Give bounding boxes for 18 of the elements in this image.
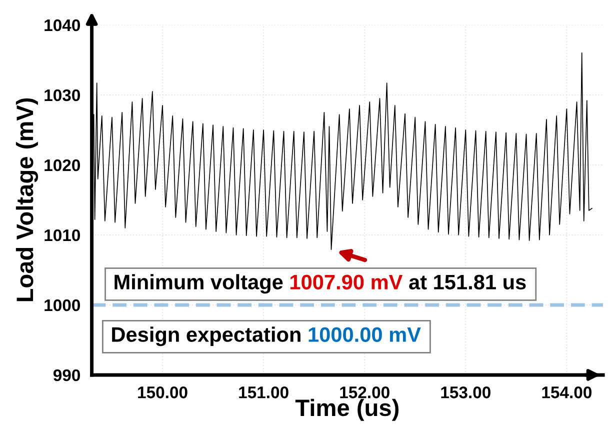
y-tick-label: 1040 xyxy=(44,19,80,32)
y-tick-label: 1030 xyxy=(44,89,80,102)
y-tick-label: 1020 xyxy=(44,159,80,172)
annotation: at 151.81 us xyxy=(409,274,526,290)
x-tick-label: 152.00 xyxy=(340,386,390,398)
y-tick-label: 990 xyxy=(53,369,80,382)
y-tick-label: 1010 xyxy=(44,229,80,242)
x-axis-title: Time (us) xyxy=(295,398,399,421)
annotation: Minimum voltage xyxy=(114,274,283,294)
x-tick-label: 150.00 xyxy=(138,386,188,398)
y-tick-label: 1000 xyxy=(44,299,80,312)
annotation: Design expectation xyxy=(112,326,300,346)
annotation: 1000.00 mV xyxy=(308,327,421,342)
x-tick-label: 153.00 xyxy=(441,386,490,398)
annotation: 1007.90 mV xyxy=(290,274,403,290)
x-tick-label: 151.00 xyxy=(239,386,288,398)
y-axis-title: Load Voltage (mV) xyxy=(16,98,38,302)
x-tick-label: 154.00 xyxy=(542,386,592,398)
